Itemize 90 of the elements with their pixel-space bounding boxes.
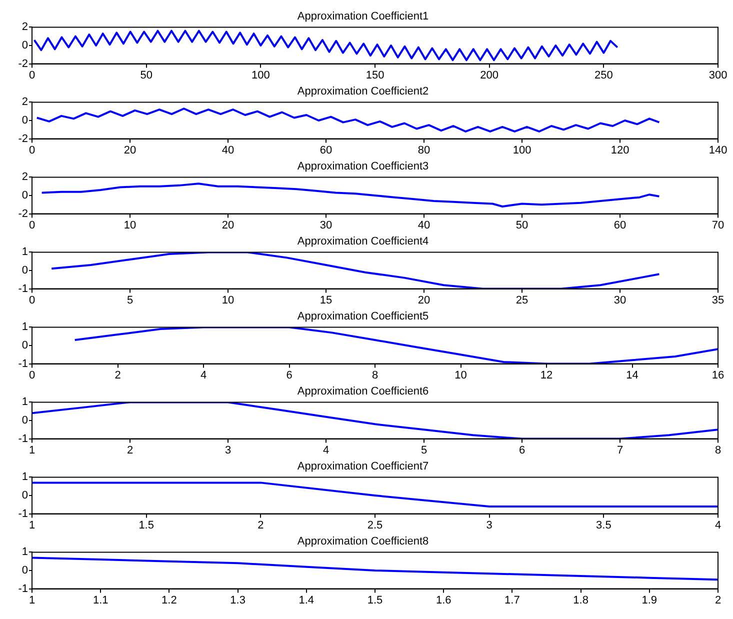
x-tick-label: 5 xyxy=(126,294,134,306)
x-tick-label: 70 xyxy=(712,219,724,232)
x-tick-label: 30 xyxy=(320,219,332,232)
y-tick-label: 1 xyxy=(22,471,28,484)
chart-title: Approximation Coefficient5 xyxy=(297,310,429,323)
x-tick-label: 4 xyxy=(200,369,207,382)
y-tick-label: 2 xyxy=(22,21,28,34)
y-tick-label: 0 xyxy=(22,114,28,127)
y-tick-label: -2 xyxy=(18,58,28,70)
x-tick-label: 14 xyxy=(626,369,638,382)
chart-title: Approximation Coefficient3 xyxy=(297,160,429,173)
x-tick-label: 1.4 xyxy=(298,594,314,606)
y-tick-label: 0 xyxy=(22,414,28,427)
x-tick-label: 2 xyxy=(714,594,722,606)
x-tick-label: 7 xyxy=(616,444,624,456)
y-tick-label: 0 xyxy=(22,564,28,577)
y-tick-label: -1 xyxy=(18,358,28,370)
x-tick-label: 20 xyxy=(222,219,234,232)
x-tick-label: 40 xyxy=(418,219,430,232)
y-tick-label: -1 xyxy=(18,582,28,595)
y-tick-label: 0 xyxy=(22,490,28,502)
x-tick-label: 6 xyxy=(286,369,292,382)
x-tick-label: 100 xyxy=(512,144,532,156)
x-tick-label: 30 xyxy=(614,294,626,306)
x-tick-label: 80 xyxy=(418,144,430,156)
y-tick-label: 1 xyxy=(22,546,28,558)
y-tick-label: 2 xyxy=(22,171,28,184)
x-tick-label: 1.5 xyxy=(138,519,154,532)
x-tick-label: 10 xyxy=(454,369,467,382)
x-tick-label: 1.9 xyxy=(642,594,658,606)
chart-title: Approximation Coefficient7 xyxy=(297,460,429,473)
x-tick-label: 3 xyxy=(486,519,492,532)
x-tick-label: 3.5 xyxy=(596,519,612,532)
x-tick-label: 2 xyxy=(114,369,121,382)
x-tick-label: 2 xyxy=(126,444,134,456)
x-tick-label: 2.5 xyxy=(367,519,383,532)
x-tick-label: 300 xyxy=(708,69,728,82)
x-tick-label: 1.5 xyxy=(367,594,383,606)
x-tick-label: 1.6 xyxy=(436,594,452,606)
y-tick-label: 1 xyxy=(22,396,28,408)
y-tick-label: 1 xyxy=(22,246,28,258)
chart-title: Approximation Coefficient6 xyxy=(297,386,429,398)
x-tick-label: 20 xyxy=(418,294,430,306)
x-tick-label: 20 xyxy=(124,144,136,156)
x-tick-label: 16 xyxy=(712,369,724,382)
x-tick-label: 140 xyxy=(708,144,728,156)
x-tick-label: 2 xyxy=(258,519,264,532)
x-tick-label: 12 xyxy=(540,369,553,382)
x-tick-label: 10 xyxy=(222,294,234,306)
x-tick-label: 50 xyxy=(516,219,528,232)
x-tick-label: 35 xyxy=(712,294,724,306)
chart-title: Approximation Coefficient8 xyxy=(297,536,429,548)
x-tick-label: 200 xyxy=(480,69,499,82)
y-tick-label: 1 xyxy=(22,321,28,334)
x-tick-label: 100 xyxy=(251,69,270,82)
y-tick-label: -1 xyxy=(18,282,28,295)
chart-title: Approximation Coefficient1 xyxy=(297,10,429,23)
y-tick-label: -2 xyxy=(18,132,28,145)
x-tick-label: 40 xyxy=(222,144,234,156)
x-tick-label: 8 xyxy=(372,369,378,382)
x-tick-label: 5 xyxy=(420,444,428,456)
x-tick-label: 1.3 xyxy=(230,594,246,606)
x-tick-label: 1.8 xyxy=(573,594,588,606)
y-tick-label: 0 xyxy=(22,264,28,277)
x-tick-label: 3 xyxy=(224,444,232,456)
y-tick-label: -1 xyxy=(18,432,28,445)
y-tick-label: 0 xyxy=(22,190,28,202)
x-tick-label: 1.2 xyxy=(162,594,177,606)
chart-title: Approximation Coefficient4 xyxy=(297,236,429,248)
x-tick-label: 60 xyxy=(614,219,626,232)
x-tick-label: 25 xyxy=(516,294,528,306)
x-tick-label: 120 xyxy=(610,144,630,156)
x-tick-label: 8 xyxy=(714,444,722,456)
x-tick-label: 150 xyxy=(366,69,384,82)
y-tick-label: -1 xyxy=(18,508,28,520)
x-tick-label: 1.7 xyxy=(504,594,520,606)
y-tick-label: 2 xyxy=(22,96,28,108)
x-tick-label: 50 xyxy=(140,69,152,82)
x-tick-label: 10 xyxy=(124,219,136,232)
x-tick-label: 250 xyxy=(594,69,613,82)
x-tick-label: 60 xyxy=(320,144,332,156)
x-tick-label: 6 xyxy=(518,444,526,456)
x-tick-label: 1.1 xyxy=(92,594,108,606)
y-tick-label: -2 xyxy=(18,208,28,220)
x-tick-label: 4 xyxy=(714,519,722,532)
y-tick-label: 0 xyxy=(22,340,28,352)
y-tick-label: 0 xyxy=(22,40,28,52)
x-tick-label: 15 xyxy=(320,294,332,306)
chart-title: Approximation Coefficient2 xyxy=(297,86,429,98)
x-tick-label: 4 xyxy=(322,444,330,456)
